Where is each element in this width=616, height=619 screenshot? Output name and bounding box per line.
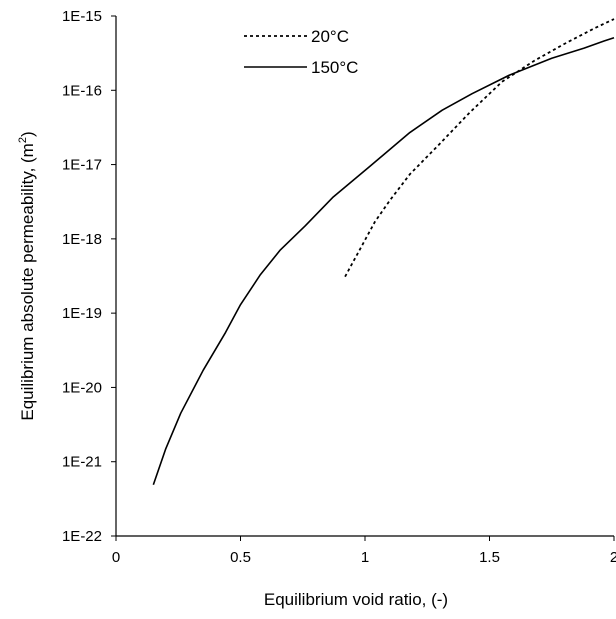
x-axis-title: Equilibrium void ratio, (-) bbox=[264, 590, 448, 609]
series-line-20c bbox=[344, 18, 615, 278]
legend: 20°C 150°C bbox=[244, 27, 358, 77]
x-tick-label: 2 bbox=[610, 549, 616, 566]
legend-label: 20°C bbox=[311, 27, 349, 46]
x-tick-label: 1 bbox=[361, 549, 369, 566]
legend-label: 150°C bbox=[311, 58, 358, 77]
y-axis-title-close: ) bbox=[18, 131, 37, 137]
y-axis-title-superscript: 2 bbox=[17, 137, 29, 143]
axes: 0 0.5 1 1.5 2 1E-22 1E-21 1E-20 1E-19 1E-18 1E-17 1… bbox=[62, 8, 616, 566]
y-tick-label: 1E-22 bbox=[62, 528, 102, 545]
x-tick-label: 0.5 bbox=[230, 549, 251, 566]
y-tick-label: 1E-16 bbox=[62, 82, 102, 99]
x-tick-label: 1.5 bbox=[479, 549, 500, 566]
y-tick-label: 1E-20 bbox=[62, 379, 102, 396]
y-tick-label: 1E-21 bbox=[62, 454, 102, 471]
y-tick-label: 1E-19 bbox=[62, 305, 102, 322]
y-tick-label: 1E-18 bbox=[62, 231, 102, 248]
y-axis-title-main: Equilibrium absolute permeability, (m bbox=[18, 143, 37, 420]
y-tick-label: 1E-17 bbox=[62, 157, 102, 174]
x-tick-label: 0 bbox=[112, 549, 120, 566]
series-layer bbox=[152, 18, 615, 485]
y-tick-label: 1E-15 bbox=[62, 8, 102, 25]
series-line-150c bbox=[152, 36, 615, 485]
y-axis-title: Equilibrium absolute permeability, (m2) bbox=[17, 131, 37, 420]
